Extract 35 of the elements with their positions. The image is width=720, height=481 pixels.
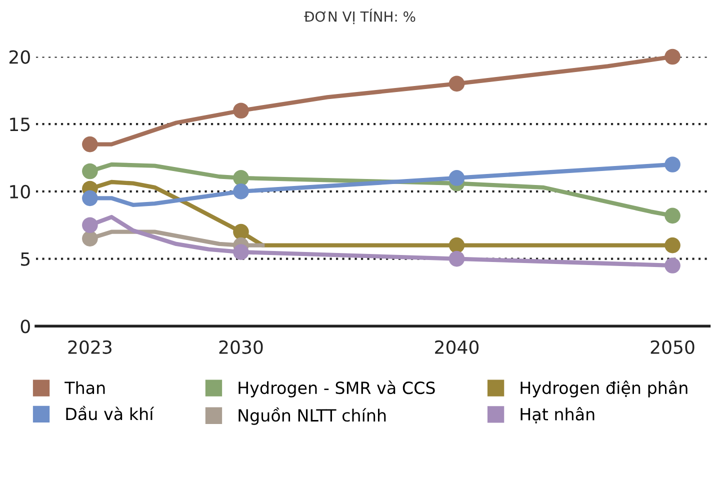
point (448, 76, 465, 92)
point (82, 163, 98, 180)
legend-label: Nguồn NLTT chính (238, 407, 386, 425)
point (233, 184, 249, 200)
x-tick-label: 2023 (68, 340, 112, 354)
y-tick-label: 5 (21, 252, 30, 266)
y-tick-label: 20 (9, 50, 30, 64)
point (448, 170, 465, 186)
legend-label: Hydrogen điện phân (520, 380, 688, 398)
point (664, 237, 680, 254)
point (664, 48, 680, 65)
point (233, 102, 249, 119)
point (448, 237, 465, 254)
point (82, 136, 98, 152)
x-tick-label: 2040 (435, 340, 479, 354)
x-tick-label: 2050 (650, 340, 694, 354)
legend-label: Hạt nhân (520, 406, 594, 424)
point (233, 244, 249, 260)
point (82, 230, 98, 246)
legend-label: Than (64, 381, 105, 394)
point (664, 208, 680, 224)
point (233, 170, 249, 186)
legend-label: Dầu và khí (66, 406, 154, 420)
x-tick-label: 2030 (219, 340, 263, 354)
point (82, 217, 98, 234)
legend-label: Hydrogen - SMR và CCS (238, 380, 435, 398)
point (664, 258, 680, 274)
y-tick-label: 15 (10, 118, 30, 132)
point (448, 250, 465, 267)
chart-subtitle: ĐƠN VỊ TÍNH: % (304, 8, 416, 24)
point (82, 190, 98, 206)
y-tick-label: 0 (20, 320, 30, 334)
y-tick-label: 10 (10, 184, 30, 199)
point (233, 224, 249, 240)
point (664, 156, 680, 172)
